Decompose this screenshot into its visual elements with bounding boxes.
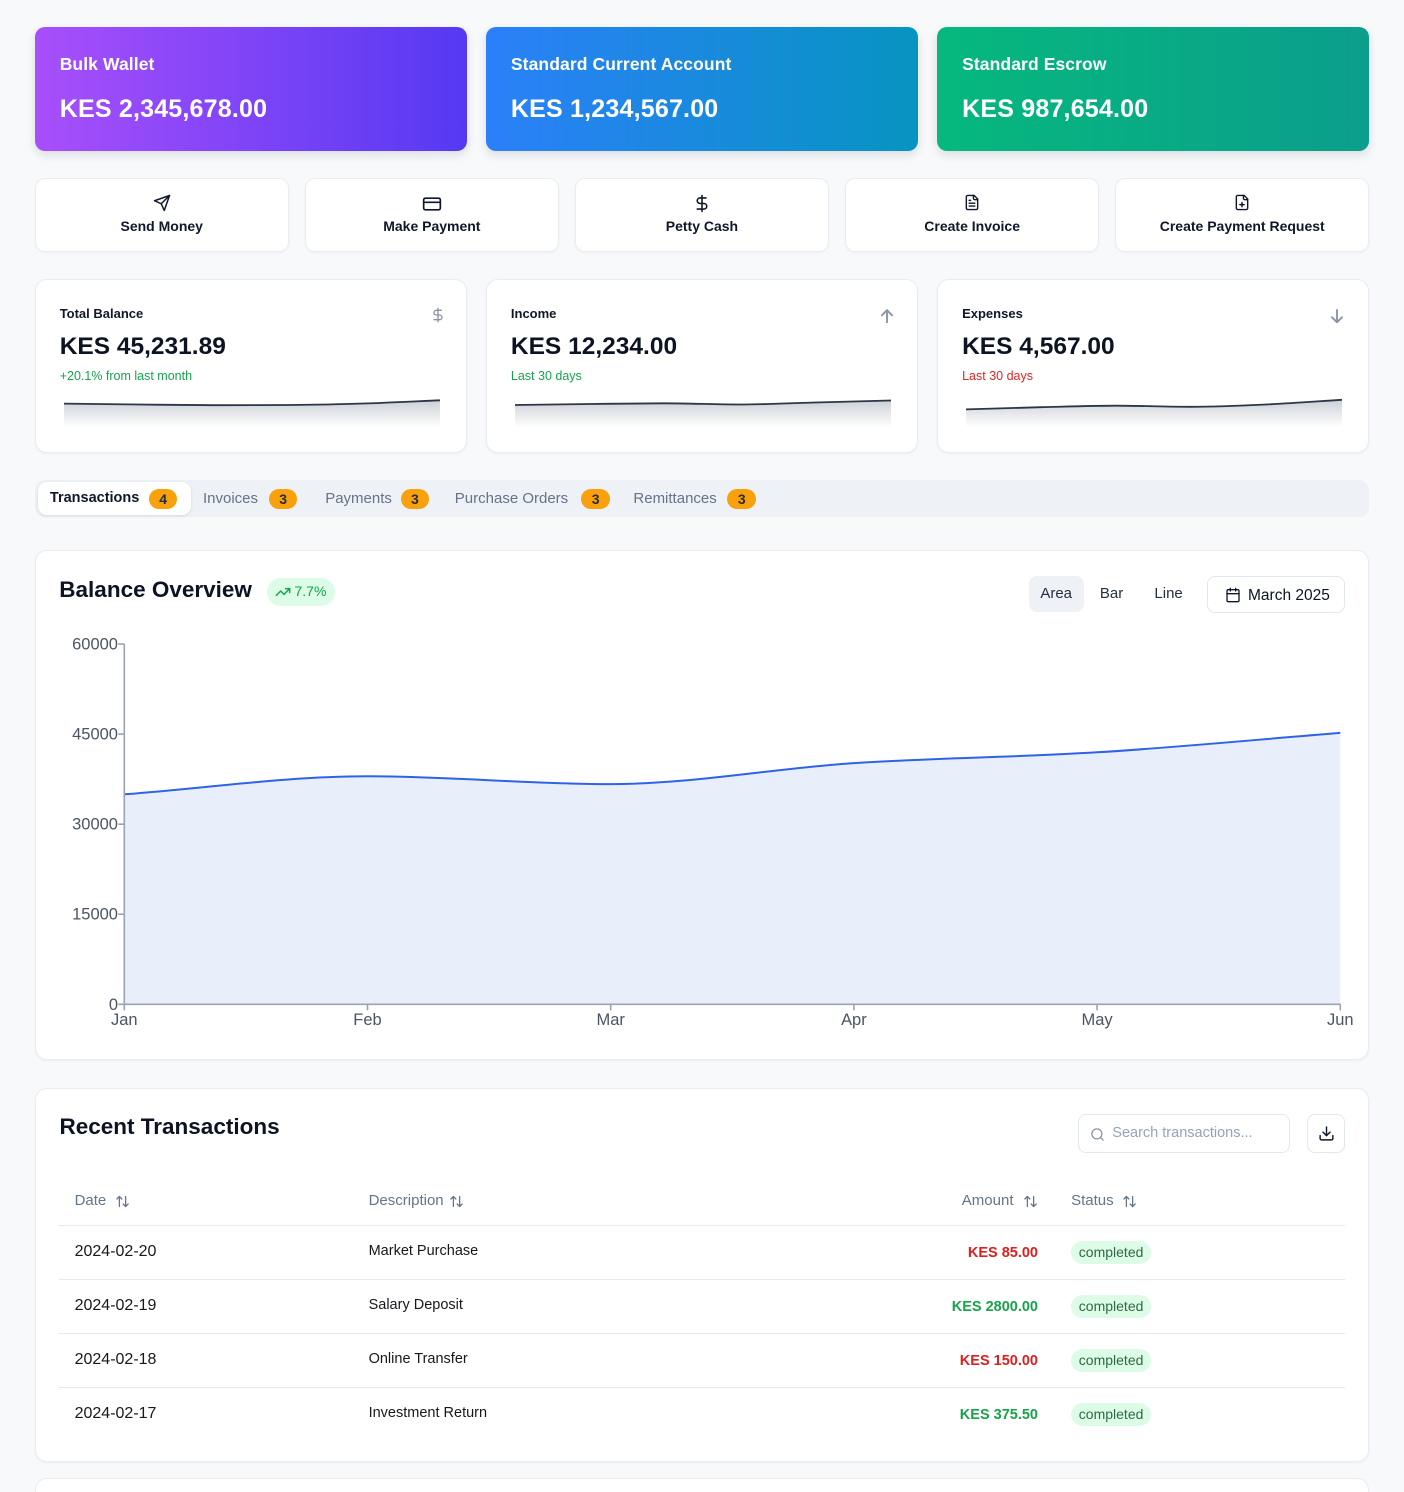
svg-text:0: 0 (109, 995, 118, 1013)
svg-text:Jun: Jun (1327, 1011, 1354, 1029)
svg-text:45000: 45000 (72, 725, 118, 743)
svg-text:Mar: Mar (596, 1011, 625, 1029)
svg-text:May: May (1081, 1011, 1113, 1029)
svg-text:Feb: Feb (353, 1011, 381, 1029)
svg-text:60000: 60000 (72, 635, 118, 653)
svg-text:Apr: Apr (841, 1011, 867, 1029)
svg-text:Jan: Jan (111, 1011, 138, 1029)
svg-text:30000: 30000 (72, 815, 118, 833)
svg-text:15000: 15000 (72, 905, 118, 923)
